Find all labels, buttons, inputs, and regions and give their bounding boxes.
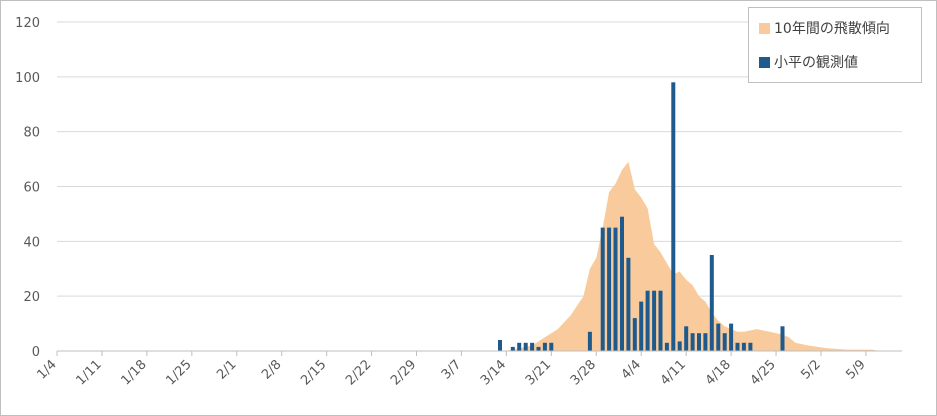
observed-bar (658, 290, 663, 351)
x-axis-ticks: 1/4 1/11 1/18 1/25 2/1 2/8 2/15 2/22 2/29 3/7 3/14… (34, 351, 869, 388)
observed-bar (722, 333, 727, 351)
observed-bar (709, 255, 714, 351)
x-tick-label: 3/21 (523, 357, 554, 388)
legend: 10年間の飛散傾向 小平の観測値 (748, 7, 922, 83)
observed-bar (600, 227, 605, 351)
observed-bar (620, 216, 624, 351)
observed-bar (703, 333, 708, 351)
y-tick-label: 60 (23, 181, 40, 196)
observed-bar (741, 342, 746, 351)
x-tick-label: 1/11 (74, 357, 105, 388)
observed-bar (671, 82, 676, 352)
observed-bar (523, 342, 528, 351)
observed-bar (517, 342, 522, 351)
observed-bar (639, 301, 644, 351)
x-tick-label: 4/25 (748, 357, 779, 388)
observed-bar (536, 346, 541, 351)
y-tick-label: 20 (23, 290, 40, 305)
observed-bar (716, 323, 721, 351)
y-axis-ticks: 0 20 40 60 80 100 120 (15, 16, 40, 360)
x-tick-label: 5/9 (843, 357, 868, 382)
observed-bar (632, 318, 637, 351)
x-tick-label: 4/4 (619, 357, 644, 382)
observed-bar (510, 346, 515, 351)
y-tick-label: 100 (15, 71, 40, 86)
legend-item-observed: 小平の観測値 (759, 52, 858, 72)
observed-bar (780, 326, 785, 351)
legend-swatch-observed (759, 56, 770, 68)
x-tick-label: 4/18 (703, 357, 734, 388)
x-tick-label: 2/1 (214, 357, 239, 382)
y-tick-label: 40 (23, 235, 40, 250)
legend-swatch-trend (759, 22, 770, 34)
observed-bar (735, 342, 740, 351)
observed-bar (748, 342, 753, 351)
legend-item-trend: 10年間の飛散傾向 (759, 18, 890, 38)
x-tick-label: 2/29 (388, 357, 419, 388)
observed-bar (677, 341, 682, 351)
x-tick-label: 2/15 (298, 357, 329, 388)
observed-bar (664, 342, 669, 351)
legend-label-trend: 10年間の飛散傾向 (774, 21, 890, 37)
observed-bar (549, 342, 554, 351)
observed-bar (626, 257, 631, 351)
x-tick-label: 5/2 (798, 357, 823, 382)
x-tick-label: 1/18 (118, 357, 149, 388)
y-tick-label: 80 (23, 126, 40, 141)
observed-bar (729, 323, 734, 351)
y-tick-label: 0 (32, 345, 40, 360)
x-tick-label: 3/28 (568, 357, 599, 388)
observed-bar (652, 290, 657, 351)
observed-bar (498, 340, 502, 351)
trend-area (506, 161, 879, 351)
observed-bar (542, 342, 547, 351)
observed-bar (645, 290, 650, 351)
observed-bar (690, 333, 695, 351)
observed-bar (607, 227, 612, 351)
x-tick-label: 3/14 (478, 357, 509, 388)
x-tick-label: 3/7 (439, 357, 464, 382)
x-tick-label: 1/4 (34, 357, 59, 382)
observed-bar (684, 326, 689, 351)
y-tick-label: 120 (15, 16, 40, 31)
x-tick-label: 4/11 (658, 357, 689, 388)
x-tick-label: 2/22 (343, 357, 374, 388)
observed-bar (530, 342, 535, 351)
x-tick-label: 2/8 (259, 357, 284, 382)
observed-bar (613, 227, 618, 351)
legend-label-observed: 小平の観測値 (774, 55, 858, 71)
observed-bar (587, 331, 592, 351)
observed-bar (697, 333, 701, 351)
observed-bars (498, 82, 785, 352)
x-tick-label: 1/25 (163, 357, 194, 388)
